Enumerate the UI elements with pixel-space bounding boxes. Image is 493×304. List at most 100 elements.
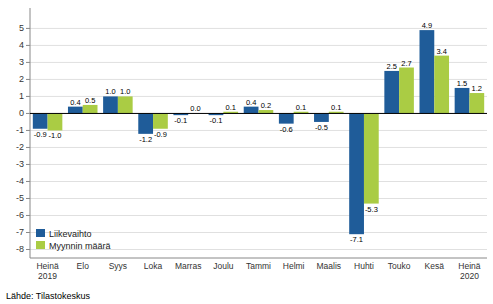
data-label: 1.0 [120,87,130,96]
grid-line [30,215,487,216]
grid-line [30,96,487,97]
x-tick-label: Heinä2019 [36,261,58,281]
y-tick [26,96,30,97]
chart: -8-7-6-5-4-3-2-1012345-0.90.41.0-1.2-0.1… [0,0,493,304]
bar [399,68,414,114]
bar [279,113,294,123]
y-tick [26,28,30,29]
bar [469,93,484,113]
data-label: 2.5 [387,62,397,71]
bar [455,88,470,114]
bar [48,113,63,130]
bars [33,30,484,234]
data-labels: -0.9 0.4 1.0 -1.2 -0.1 -0.1 0.4 -0.6 -0.5 -7.1 2.5… [34,21,482,244]
x-tick-label: Elo [77,261,90,271]
y-tick [26,232,30,233]
y-tick-label: -8 [16,244,24,254]
grid [30,28,487,249]
y-tick-label: -2 [16,142,24,152]
data-label: -7.1 [350,235,363,244]
data-label: -0.1 [209,116,222,125]
grid-line [30,113,487,114]
bar [103,96,118,113]
grid-line [30,164,487,165]
data-label: 0.0 [190,104,200,113]
legend: LiikevaihtoMyynnin määrä [36,229,111,251]
x-tick-label: Joulu [213,261,234,271]
bar [68,107,83,114]
source: Lähde: Tilastokeskus [6,291,91,301]
y-tick [26,62,30,63]
y-tick [26,113,30,114]
grid-line [30,130,487,131]
y-tick-label: 2 [19,74,24,84]
grid-line [30,147,487,148]
y-tick-label: 3 [19,57,24,67]
grid-line [30,62,487,63]
x-tick-label: Huhti [354,261,374,271]
y-tick-label: 5 [19,23,24,33]
y-tick-label: 4 [19,40,24,50]
legend-swatch [36,229,45,237]
data-label: 0.2 [261,101,271,110]
grid-line [30,198,487,199]
data-label: 1.0 [105,87,115,96]
y-axis-line [30,8,31,258]
data-label: -0.5 [315,123,328,132]
x-tick-label: Marras [175,261,201,271]
data-label: 0.4 [246,98,256,107]
y-tick-label: -7 [16,227,24,237]
y-tick-label: -5 [16,193,24,203]
bar [83,105,98,114]
data-label: -0.9 [34,130,47,139]
x-tick-label: Kesä [425,261,445,271]
y-tick [26,198,30,199]
legend-label: Liikevaihto [49,229,92,239]
y-tick [26,79,30,80]
grid-line [30,79,487,80]
data-label: -0.9 [154,130,167,139]
data-label: -0.1 [174,116,187,125]
y-tick-label: 0 [19,108,24,118]
x-tick-label: Loka [144,261,163,271]
data-label: 1.5 [457,79,467,88]
bar [420,30,435,113]
y-tick [26,130,30,131]
bar [314,113,329,122]
y-tick-label: -1 [16,125,24,135]
data-label: 0.1 [296,103,306,112]
data-label: 0.4 [70,98,80,107]
bar [259,110,274,113]
grid-line [30,45,487,46]
x-tick-label: Touko [388,261,411,271]
x-axis-line [30,258,487,259]
data-label: 0.5 [85,96,95,105]
data-label: 4.9 [422,21,432,30]
data-label: -1.2 [139,135,152,144]
data-label: -0.6 [280,125,293,134]
x-axis: Heinä2019 Elo Syys Loka Marras Joulu Tammi Helm… [36,261,480,281]
x-tick-label: Syys [109,261,127,271]
data-label: 2.7 [401,59,411,68]
x-tick-label: Maalis [317,261,342,271]
bar [153,113,168,128]
grid-line [30,232,487,233]
x-tick-label: Heinä2020 [458,261,480,281]
bar [364,113,379,203]
zero-line [30,113,487,114]
grid-line [30,28,487,29]
x-tick-label: Tammi [246,261,271,271]
data-label: 3.4 [436,47,446,56]
bar [244,107,259,114]
y-tick [26,164,30,165]
data-label: 0.1 [331,103,341,112]
y-tick [26,249,30,250]
data-label: -5.3 [365,205,378,214]
bar [118,96,133,113]
y-tick [26,181,30,182]
bar [138,113,153,133]
y-axis: -8-7-6-5-4-3-2-1012345 [16,8,30,258]
data-label: -1.0 [48,131,61,140]
x-tick-label: Helmi [283,261,305,271]
bar [33,113,48,128]
